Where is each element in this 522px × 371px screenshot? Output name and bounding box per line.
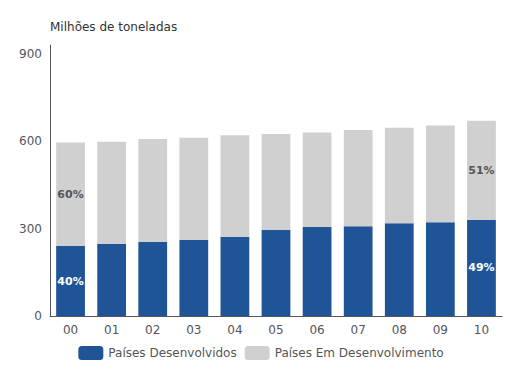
svg-text:60%: 60% — [57, 188, 83, 201]
svg-text:Países Em Desenvolvimento: Países Em Desenvolvimento — [275, 346, 444, 360]
svg-text:04: 04 — [227, 323, 242, 337]
svg-text:600: 600 — [19, 134, 42, 148]
svg-text:07: 07 — [351, 323, 366, 337]
svg-text:02: 02 — [145, 323, 160, 337]
svg-text:0: 0 — [34, 309, 42, 323]
svg-text:10: 10 — [474, 323, 489, 337]
svg-text:00: 00 — [63, 323, 78, 337]
svg-text:06: 06 — [309, 323, 324, 337]
svg-text:08: 08 — [392, 323, 407, 337]
svg-text:49%: 49% — [468, 261, 494, 274]
svg-text:01: 01 — [104, 323, 119, 337]
svg-text:03: 03 — [186, 323, 201, 337]
svg-text:Países Desenvolvidos: Países Desenvolvidos — [108, 346, 236, 360]
svg-text:900: 900 — [19, 47, 42, 61]
svg-text:40%: 40% — [57, 275, 83, 288]
svg-text:51%: 51% — [468, 164, 494, 177]
svg-text:300: 300 — [19, 222, 42, 236]
svg-text:Milhões de toneladas: Milhões de toneladas — [50, 20, 177, 34]
svg-text:09: 09 — [433, 323, 448, 337]
svg-text:05: 05 — [268, 323, 283, 337]
